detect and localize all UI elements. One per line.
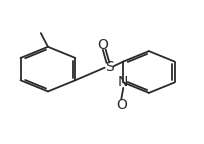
Text: N: N xyxy=(118,75,129,89)
Text: S: S xyxy=(105,60,113,74)
Text: O: O xyxy=(98,38,109,52)
Text: O: O xyxy=(116,98,127,112)
